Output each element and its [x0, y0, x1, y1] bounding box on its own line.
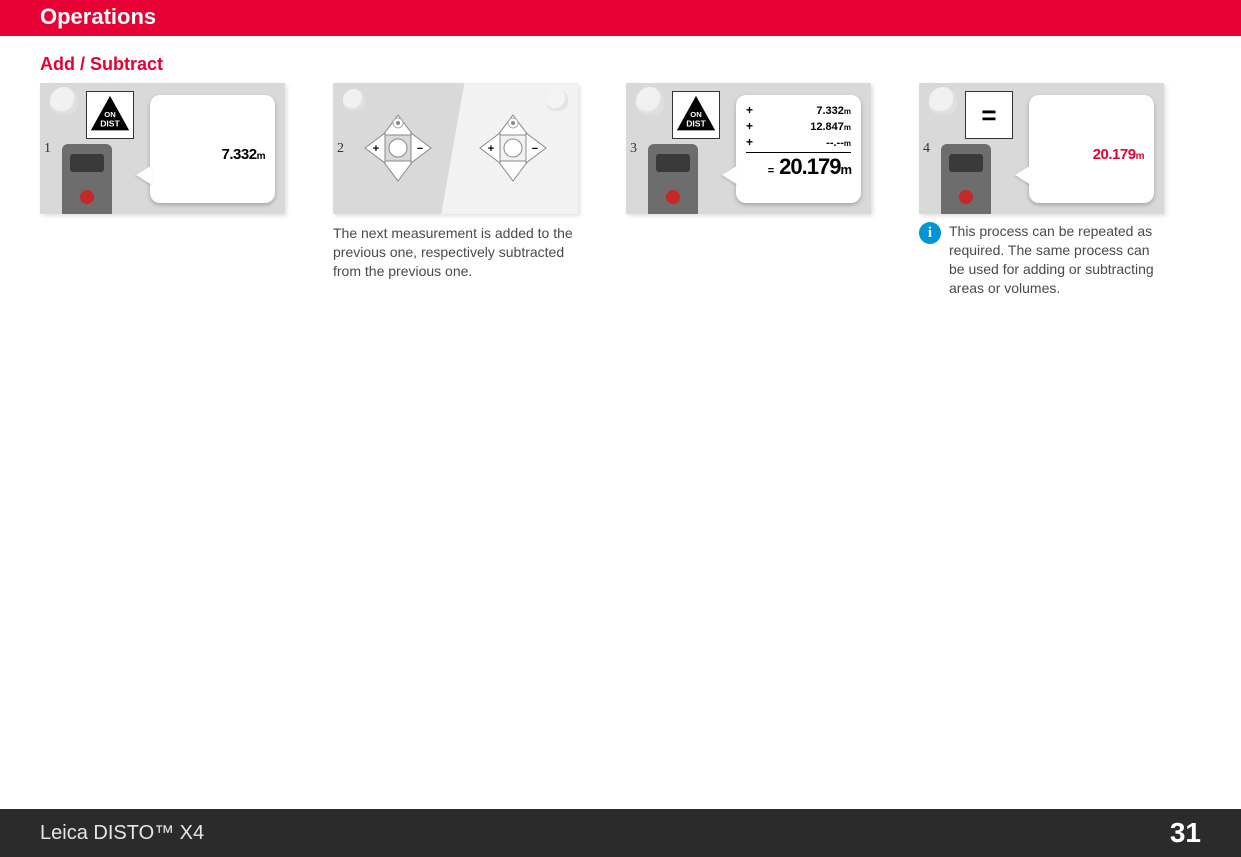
section-title: Add / Subtract [40, 54, 1201, 75]
step-2: 2 + − [333, 83, 578, 298]
equals-icon: = [965, 91, 1013, 139]
nav-keypad-right: + − [478, 113, 548, 183]
step-4-image: 4 = 20.179m [919, 83, 1164, 214]
info-icon: i [919, 222, 941, 244]
calculation-panel: + 7.332m + 12.847m + --.--m = 20.179m [736, 95, 861, 203]
display-panel: 20.179m [1029, 95, 1154, 203]
header-title: Operations [40, 4, 156, 29]
step-3-image: 3 ON DIST + 7.332m [626, 83, 871, 214]
info-note: i This process can be repeated as requir… [919, 222, 1164, 298]
on-dist-icon: ON DIST [86, 91, 134, 139]
page-footer: Leica DISTO™ X4 31 [0, 809, 1241, 857]
page-header: Operations [0, 0, 1241, 36]
calc-row: + --.--m [746, 135, 851, 151]
hand-icon [636, 87, 664, 115]
step-1-image: 1 ON DIST 7.332m [40, 83, 285, 214]
nav-keypad-left: + − [363, 113, 433, 183]
result-value: 20.179m [1093, 146, 1144, 163]
hand-icon [546, 89, 568, 111]
info-text: This process can be repeated as required… [949, 222, 1164, 298]
step-4: 4 = 20.179m i This process can be repeat… [919, 83, 1164, 298]
svg-text:DIST: DIST [100, 119, 120, 129]
step-number: 3 [630, 141, 637, 157]
content: Add / Subtract 1 ON DIST 7.332m [0, 36, 1241, 298]
measurement-value: 7.332m [222, 146, 265, 163]
step-number: 1 [44, 141, 51, 157]
calc-row: + 12.847m [746, 119, 851, 135]
hand-icon [929, 87, 957, 115]
steps-row: 1 ON DIST 7.332m [40, 83, 1201, 298]
step-number: 4 [923, 141, 930, 157]
hand-icon [50, 87, 78, 115]
display-panel: 7.332m [150, 95, 275, 203]
calc-result: = 20.179m [746, 154, 851, 180]
page-number: 31 [1170, 817, 1201, 849]
step-2-caption: The next measurement is added to the pre… [333, 224, 578, 281]
device-illustration [648, 144, 698, 214]
calc-row: + 7.332m [746, 103, 851, 119]
step-2-image: 2 + − [333, 83, 578, 214]
device-illustration [62, 144, 112, 214]
svg-text:+: + [488, 143, 494, 155]
product-name: Leica DISTO™ X4 [40, 822, 204, 845]
step-number: 2 [337, 141, 344, 157]
svg-text:−: − [532, 143, 538, 155]
svg-text:+: + [373, 143, 379, 155]
svg-text:−: − [417, 143, 423, 155]
step-3: 3 ON DIST + 7.332m [626, 83, 871, 298]
device-illustration [941, 144, 991, 214]
on-dist-icon: ON DIST [672, 91, 720, 139]
svg-text:DIST: DIST [686, 119, 706, 129]
hand-icon [343, 89, 365, 111]
step-1: 1 ON DIST 7.332m [40, 83, 285, 298]
